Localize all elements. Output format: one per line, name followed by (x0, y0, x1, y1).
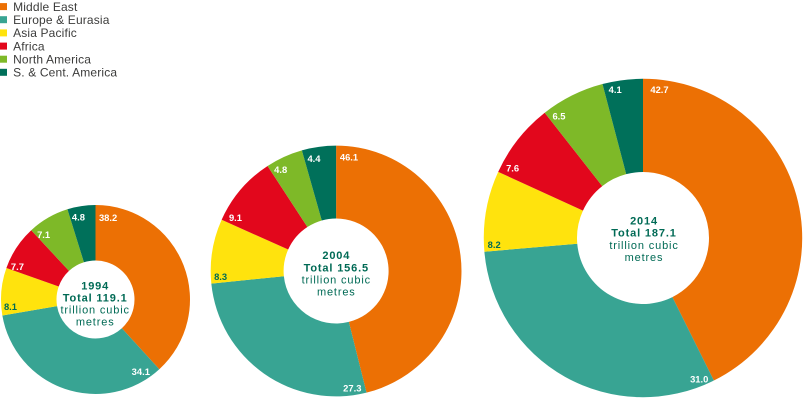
svg-text:Middle East: Middle East (13, 0, 78, 14)
svg-text:Europe & Eurasia: Europe & Eurasia (13, 13, 110, 27)
svg-text:2004: 2004 (322, 250, 350, 262)
svg-text:4.1: 4.1 (609, 84, 622, 95)
svg-text:8.2: 8.2 (488, 239, 501, 250)
svg-text:38.2: 38.2 (99, 212, 117, 223)
svg-text:8.3: 8.3 (214, 271, 227, 282)
svg-text:North America: North America (13, 53, 91, 67)
svg-text:metres: metres (76, 317, 115, 329)
svg-text:metres: metres (317, 287, 356, 299)
svg-text:Africa: Africa (13, 39, 45, 53)
svg-text:metres: metres (625, 252, 664, 264)
svg-text:trillion cubic: trillion cubic (302, 274, 371, 286)
svg-text:4.4: 4.4 (307, 153, 321, 164)
svg-text:4.8: 4.8 (72, 211, 85, 222)
svg-text:Total 119.1: Total 119.1 (63, 293, 128, 305)
svg-text:7.7: 7.7 (11, 261, 24, 272)
svg-text:Total 156.5: Total 156.5 (304, 262, 369, 274)
svg-text:4.8: 4.8 (274, 164, 287, 175)
svg-text:9.1: 9.1 (229, 212, 242, 223)
svg-text:S. & Cent. America: S. & Cent. America (13, 66, 117, 80)
svg-text:6.5: 6.5 (552, 110, 565, 121)
svg-text:34.1: 34.1 (132, 366, 150, 377)
svg-text:8.1: 8.1 (4, 301, 17, 312)
svg-text:46.1: 46.1 (340, 151, 358, 162)
svg-text:42.7: 42.7 (650, 84, 668, 95)
svg-text:Asia Pacific: Asia Pacific (13, 26, 77, 40)
svg-text:31.0: 31.0 (690, 373, 708, 384)
svg-text:7.1: 7.1 (37, 229, 50, 240)
svg-text:trillion cubic: trillion cubic (609, 240, 678, 252)
svg-text:trillion cubic: trillion cubic (61, 305, 130, 317)
svg-text:7.6: 7.6 (506, 163, 519, 174)
svg-text:1994: 1994 (81, 280, 109, 292)
svg-text:27.3: 27.3 (343, 382, 361, 393)
svg-text:Total 187.1: Total 187.1 (611, 228, 676, 240)
svg-text:2014: 2014 (630, 216, 658, 228)
